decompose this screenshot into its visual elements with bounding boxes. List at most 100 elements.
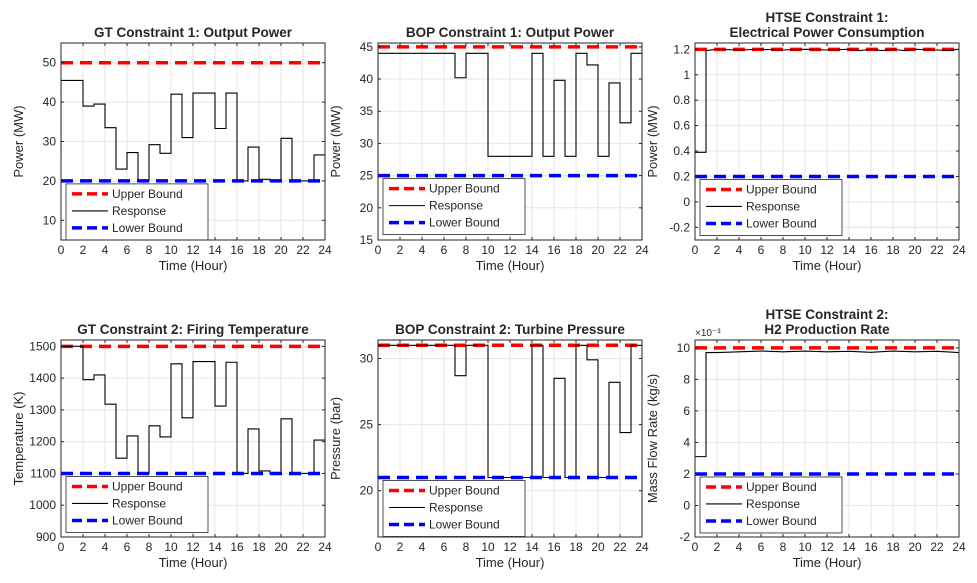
x-tick-label: 18 xyxy=(886,243,900,257)
y-axis-label: Power (MW) xyxy=(11,105,26,177)
y-tick-label: 40 xyxy=(43,95,57,109)
x-tick-label: 4 xyxy=(736,540,743,554)
x-tick-label: 8 xyxy=(463,540,470,554)
chart-title: BOP Constraint 2: Turbine Pressure xyxy=(395,322,625,337)
y-tick-label: 35 xyxy=(360,104,374,118)
x-tick-label: 4 xyxy=(102,540,109,554)
y-tick-label: 25 xyxy=(360,418,374,432)
legend: Upper Bound Response Lower Bound xyxy=(65,476,209,533)
y-tick-label: 2 xyxy=(683,467,690,481)
y-tick-label: 30 xyxy=(43,135,57,149)
y-axis-label: Mass Flow Rate (kg/s) xyxy=(645,374,660,503)
x-tick-label: 24 xyxy=(635,243,649,257)
x-tick-label: 6 xyxy=(758,540,765,554)
legend-label: Upper Bound xyxy=(746,182,817,196)
x-tick-label: 0 xyxy=(58,243,65,257)
x-tick-label: 14 xyxy=(525,243,539,257)
legend-label: Response xyxy=(429,501,483,515)
x-tick-label: 24 xyxy=(318,540,332,554)
x-tick-label: 8 xyxy=(780,243,787,257)
x-tick-label: 20 xyxy=(591,243,605,257)
x-tick-label: 18 xyxy=(569,540,583,554)
legend-label: Upper Bound xyxy=(429,182,500,196)
y-exponent-label: ×10⁻³ xyxy=(695,328,721,339)
x-tick-label: 10 xyxy=(798,243,812,257)
x-tick-label: 4 xyxy=(736,243,743,257)
x-tick-label: 16 xyxy=(547,243,561,257)
y-tick-label: 10 xyxy=(43,213,57,227)
y-tick-label: 8 xyxy=(683,372,690,386)
y-tick-label: 20 xyxy=(360,201,374,215)
x-tick-label: 24 xyxy=(635,540,649,554)
x-tick-label: 0 xyxy=(375,540,382,554)
x-tick-label: 6 xyxy=(441,540,448,554)
legend-label: Response xyxy=(112,204,166,218)
x-tick-label: 12 xyxy=(186,540,200,554)
x-tick-label: 6 xyxy=(758,243,765,257)
chart-panel-6: 0 2 4 6 8 10 12 14 16 18 20 22 24-20246810×10⁻³HTSE … xyxy=(645,307,966,570)
x-tick-label: 22 xyxy=(296,243,310,257)
series-line-response xyxy=(378,344,642,479)
x-tick-label: 24 xyxy=(952,540,966,554)
y-tick-label: 20 xyxy=(360,484,374,498)
x-tick-label: 4 xyxy=(419,540,426,554)
chart-title: GT Constraint 2: Firing Temperature xyxy=(77,322,309,337)
x-tick-label: 18 xyxy=(569,243,583,257)
x-tick-label: 6 xyxy=(124,243,131,257)
legend-label: Response xyxy=(746,497,800,511)
chart-title: H2 Production Rate xyxy=(764,322,890,337)
x-tick-label: 4 xyxy=(419,243,426,257)
y-tick-label: 1200 xyxy=(29,435,56,449)
legend-label: Lower Bound xyxy=(746,216,817,230)
series-group xyxy=(378,45,642,178)
y-axis-label: Pressure (bar) xyxy=(328,397,343,480)
x-tick-label: 2 xyxy=(714,243,721,257)
x-tick-label: 14 xyxy=(208,540,222,554)
x-tick-label: 20 xyxy=(591,540,605,554)
y-tick-label: 45 xyxy=(360,40,374,54)
x-tick-label: 10 xyxy=(164,540,178,554)
x-tick-label: 0 xyxy=(58,540,65,554)
y-tick-label: 15 xyxy=(360,233,374,247)
x-axis-label: Time (Hour) xyxy=(793,258,862,273)
x-tick-label: 12 xyxy=(820,540,834,554)
legend: Upper Bound Response Lower Bound xyxy=(65,183,209,241)
chart-title: BOP Constraint 1: Output Power xyxy=(406,25,615,40)
y-axis-label: Power (MW) xyxy=(645,105,660,177)
legend-label: Upper Bound xyxy=(112,187,183,201)
legend-label: Upper Bound xyxy=(746,480,817,494)
y-tick-label: 30 xyxy=(360,136,374,150)
x-axis-label: Time (Hour) xyxy=(476,258,545,273)
x-tick-label: 12 xyxy=(503,540,517,554)
x-tick-label: 22 xyxy=(296,540,310,554)
y-tick-label: 50 xyxy=(43,56,57,70)
legend-label: Lower Bound xyxy=(112,221,183,235)
x-tick-label: 10 xyxy=(481,243,495,257)
x-tick-label: 0 xyxy=(692,243,699,257)
x-axis-label: Time (Hour) xyxy=(793,555,862,570)
legend-label: Lower Bound xyxy=(746,514,817,528)
x-tick-label: 24 xyxy=(318,243,332,257)
legend-label: Upper Bound xyxy=(429,484,500,498)
chart-panel-3: 0 2 4 6 8 10 12 14 16 18 20 22 24-0.200.20.40.60.811… xyxy=(645,10,966,273)
x-tick-label: 12 xyxy=(186,243,200,257)
x-tick-label: 14 xyxy=(525,540,539,554)
y-axis-label: Power (MW) xyxy=(328,105,343,177)
series-line-response xyxy=(695,350,959,458)
legend-box xyxy=(65,476,209,533)
x-tick-label: 16 xyxy=(230,243,244,257)
x-tick-label: 2 xyxy=(397,540,404,554)
x-tick-label: 8 xyxy=(463,243,470,257)
series-line-response xyxy=(378,52,642,157)
series-group xyxy=(695,346,959,476)
x-tick-label: 18 xyxy=(886,540,900,554)
y-axis-label: Temperature (K) xyxy=(11,392,26,486)
x-tick-label: 14 xyxy=(842,243,856,257)
y-tick-label: 25 xyxy=(360,169,374,183)
x-tick-label: 8 xyxy=(146,243,153,257)
y-tick-label: 1.2 xyxy=(673,42,690,56)
y-tick-label: 10 xyxy=(677,341,691,355)
series-group xyxy=(695,47,959,179)
x-tick-label: 10 xyxy=(798,540,812,554)
